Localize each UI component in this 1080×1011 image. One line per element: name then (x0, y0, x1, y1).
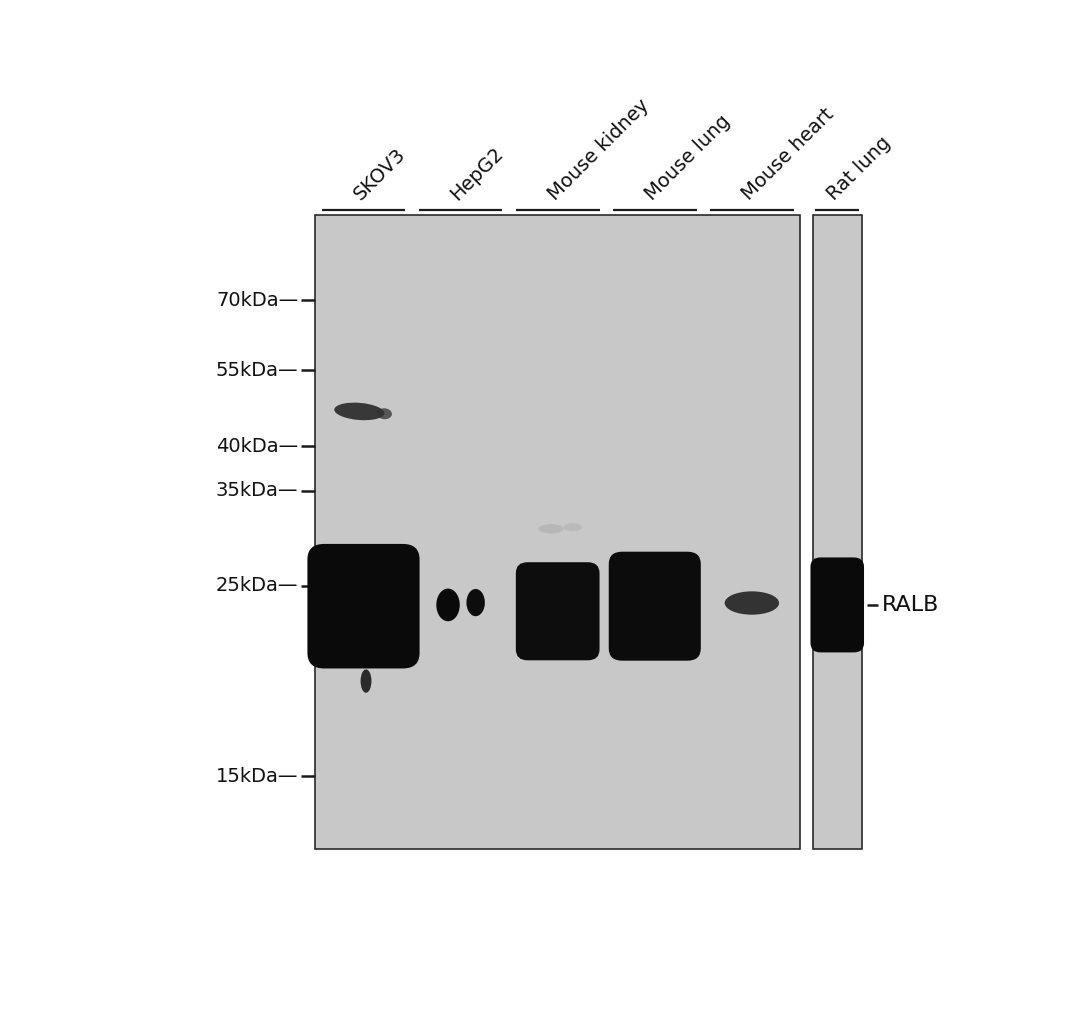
Text: Mouse heart: Mouse heart (739, 105, 838, 204)
Ellipse shape (436, 588, 460, 622)
Ellipse shape (361, 669, 372, 693)
Text: 35kDa—: 35kDa— (216, 481, 298, 500)
Ellipse shape (377, 408, 392, 420)
FancyBboxPatch shape (810, 557, 864, 652)
Ellipse shape (539, 524, 564, 534)
Bar (315, 214, 800, 849)
Text: 55kDa—: 55kDa— (216, 361, 298, 380)
Text: 70kDa—: 70kDa— (216, 291, 298, 310)
Bar (813, 214, 862, 849)
Ellipse shape (725, 591, 779, 615)
Text: Mouse lung: Mouse lung (642, 111, 733, 204)
Text: HepG2: HepG2 (447, 144, 508, 204)
FancyBboxPatch shape (308, 544, 420, 668)
Ellipse shape (564, 524, 582, 531)
Text: 15kDa—: 15kDa— (216, 766, 298, 786)
Ellipse shape (335, 402, 384, 421)
Text: RALB: RALB (881, 594, 939, 615)
Text: SKOV3: SKOV3 (350, 145, 409, 204)
Text: Mouse kidney: Mouse kidney (544, 95, 652, 204)
Ellipse shape (467, 589, 485, 617)
Text: Rat lung: Rat lung (824, 133, 894, 204)
FancyBboxPatch shape (516, 562, 599, 660)
Text: 25kDa—: 25kDa— (216, 576, 298, 595)
Text: 40kDa—: 40kDa— (216, 437, 298, 456)
FancyBboxPatch shape (609, 552, 701, 660)
